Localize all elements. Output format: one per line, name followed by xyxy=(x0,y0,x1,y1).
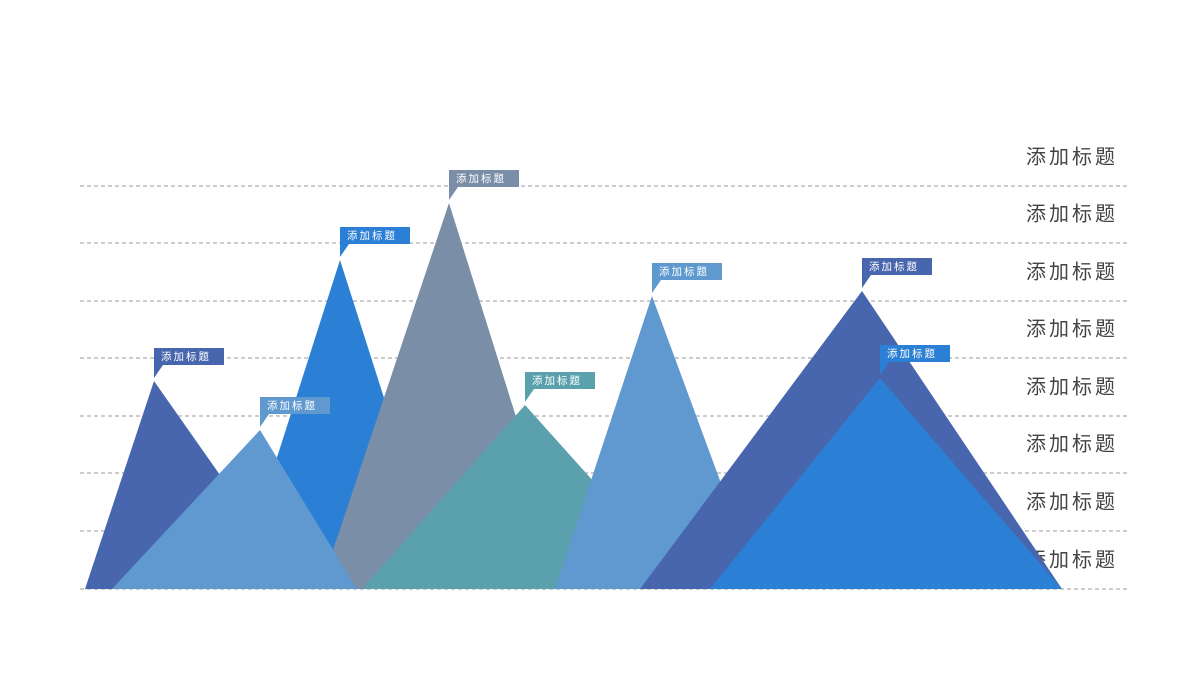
row-label: 添加标题 xyxy=(1026,432,1118,456)
tag-pointer xyxy=(449,187,458,200)
row-label: 添加标题 xyxy=(1026,317,1118,341)
tag-box xyxy=(652,263,722,280)
tag-label: 添加标题 xyxy=(659,265,709,278)
tag-label: 添加标题 xyxy=(887,347,937,360)
tag-label: 添加标题 xyxy=(532,374,582,387)
row-label: 添加标题 xyxy=(1026,260,1118,284)
tag-pointer xyxy=(525,389,534,402)
tag-box xyxy=(525,372,595,389)
tag-label: 添加标题 xyxy=(267,399,317,412)
tag-box xyxy=(862,258,932,275)
tag-box xyxy=(880,345,950,362)
tag-label: 添加标题 xyxy=(869,260,919,273)
tag-pointer xyxy=(880,362,889,375)
tag-pointer xyxy=(154,365,163,378)
row-label: 添加标题 xyxy=(1026,202,1118,226)
tag-pointer xyxy=(260,414,269,427)
row-label: 添加标题 xyxy=(1026,375,1118,399)
tag-box xyxy=(154,348,224,365)
row-label: 添加标题 xyxy=(1026,490,1118,514)
tag-label: 添加标题 xyxy=(161,350,211,363)
tag-label: 添加标题 xyxy=(347,229,397,242)
tag-pointer xyxy=(340,244,349,257)
mountain xyxy=(112,430,357,589)
tag-pointer xyxy=(862,275,871,288)
row-label: 添加标题 xyxy=(1026,145,1118,169)
mountain xyxy=(710,378,1062,589)
tag-label: 添加标题 xyxy=(456,172,506,185)
tag-box xyxy=(260,397,330,414)
tag-box xyxy=(449,170,519,187)
tag-pointer xyxy=(652,280,661,293)
tag-box xyxy=(340,227,410,244)
